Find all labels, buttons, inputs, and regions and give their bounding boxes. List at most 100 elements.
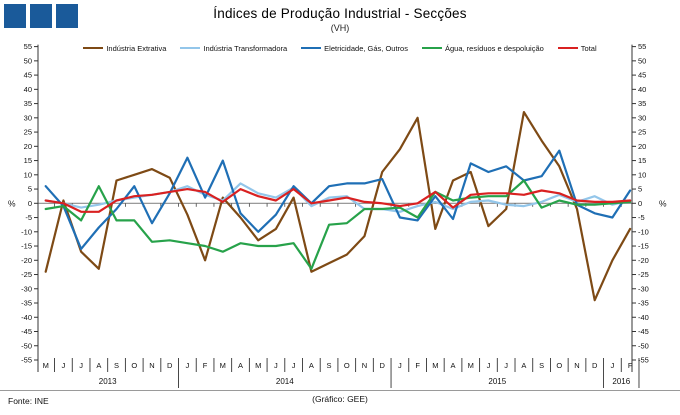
month-tick-label: M [432, 361, 438, 370]
legend-label: Água, resíduos e despoluição [444, 43, 544, 53]
month-tick-label: O [556, 361, 562, 370]
month-tick-label: F [203, 361, 208, 370]
right-y-tick-label: -25 [638, 270, 649, 279]
month-tick-label: A [96, 361, 101, 370]
right-y-tick-label: -55 [638, 356, 649, 365]
left-y-tick-label: 10 [24, 170, 32, 179]
right-y-tick-label: -35 [638, 299, 649, 308]
right-y-tick-label: -10 [638, 227, 649, 236]
month-tick-label: J [487, 361, 491, 370]
series-line [44, 110, 632, 302]
month-tick-label: J [79, 361, 83, 370]
month-tick-label: M [43, 361, 49, 370]
month-tick-label: D [592, 361, 598, 370]
right-y-tick-label: 30 [638, 113, 646, 122]
month-tick-label: A [238, 361, 243, 370]
right-y-tick-label: -15 [638, 242, 649, 251]
left-y-tick-label: -30 [21, 284, 32, 293]
month-tick-label: D [167, 361, 173, 370]
left-y-tick-label: 40 [24, 85, 32, 94]
month-tick-label: A [451, 361, 456, 370]
month-tick-label: M [255, 361, 261, 370]
month-tick-label: O [344, 361, 350, 370]
month-tick-label: M [220, 361, 226, 370]
left-y-tick-label: 35 [24, 99, 32, 108]
left-y-tick-label: -25 [21, 270, 32, 279]
month-tick-label: N [574, 361, 579, 370]
series-line [44, 188, 632, 213]
month-tick-label: D [379, 361, 385, 370]
legend-label: Eletricidade, Gás, Outros [324, 43, 408, 53]
right-y-tick-label: -45 [638, 327, 649, 336]
logo-square [30, 4, 52, 28]
logo [4, 4, 78, 28]
legend-label: Indústria Transformadora [203, 43, 288, 53]
month-tick-label: J [62, 361, 66, 370]
left-y-tick-label: 5 [28, 185, 32, 194]
year-label: 2014 [276, 377, 294, 386]
page-subtitle: (VH) [330, 23, 350, 33]
right-y-tick-label: 10 [638, 170, 646, 179]
left-y-tick-label: -50 [21, 341, 32, 350]
legend-line-swatch [421, 46, 442, 50]
left-y-tick-label: -10 [21, 227, 32, 236]
month-tick-label: S [539, 361, 544, 370]
month-tick-label: S [327, 361, 332, 370]
series-line [44, 179, 632, 270]
left-y-tick-label: 15 [24, 156, 32, 165]
right-y-tick-label: 0 [638, 199, 642, 208]
left-y-tick-label: -35 [21, 299, 32, 308]
month-tick-label: S [114, 361, 119, 370]
logo-square [4, 4, 26, 28]
right-y-tick-label: 45 [638, 71, 646, 80]
right-y-tick-label: 20 [638, 142, 646, 151]
legend-item: Indústria Extrativa [83, 44, 166, 53]
left-y-tick-label: 20 [24, 142, 32, 151]
legend-item: Água, resíduos e despoluição [421, 43, 544, 53]
right-y-tick-label: -30 [638, 284, 649, 293]
left-y-tick-label: -55 [21, 356, 32, 365]
legend-line-swatch [83, 46, 104, 50]
left-y-tick-label: -45 [21, 327, 32, 336]
right-y-tick-label: -20 [638, 256, 649, 265]
month-tick-label: O [131, 361, 137, 370]
legend-item: Eletricidade, Gás, Outros [301, 44, 408, 53]
month-tick-label: N [149, 361, 154, 370]
right-y-tick-label: 25 [638, 128, 646, 137]
left-y-tick-label: 50 [24, 56, 32, 65]
right-y-tick-label: 15 [638, 156, 646, 165]
right-y-tick-label: 55 [638, 42, 646, 51]
right-y-tick-label: -5 [638, 213, 645, 222]
year-label: 2016 [612, 377, 630, 386]
left-y-tick-label: -5 [25, 213, 32, 222]
month-tick-label: J [292, 361, 296, 370]
left-y-tick-label: -40 [21, 313, 32, 322]
series-line [44, 149, 632, 250]
left-y-tick-label: 55 [24, 42, 32, 51]
legend: Indústria Extrativa Indústria Transformad… [30, 42, 650, 54]
month-tick-label: N [362, 361, 367, 370]
y-unit-label-right: % [659, 198, 667, 208]
right-y-tick-label: 5 [638, 185, 642, 194]
legend-label: Indústria Extrativa [106, 43, 167, 53]
right-y-tick-label: 35 [638, 99, 646, 108]
left-y-tick-label: -15 [21, 242, 32, 251]
month-tick-label: J [504, 361, 508, 370]
year-label: 2015 [488, 377, 506, 386]
month-tick-label: J [611, 361, 615, 370]
y-unit-label-left: % [8, 198, 16, 208]
footer-divider [0, 390, 680, 391]
legend-label: Total [580, 43, 597, 53]
left-y-tick-label: 0 [28, 199, 32, 208]
month-tick-label: M [468, 361, 474, 370]
left-y-tick-label: 45 [24, 71, 32, 80]
left-y-tick-label: 25 [24, 128, 32, 137]
legend-item: Total [557, 43, 597, 53]
logo-square [56, 4, 78, 28]
left-y-tick-label: -20 [21, 256, 32, 265]
month-tick-label: J [398, 361, 402, 370]
credit-label: (Gráfico: GEE) [312, 394, 368, 404]
month-tick-label: A [521, 361, 526, 370]
left-y-tick-label: 30 [24, 113, 32, 122]
